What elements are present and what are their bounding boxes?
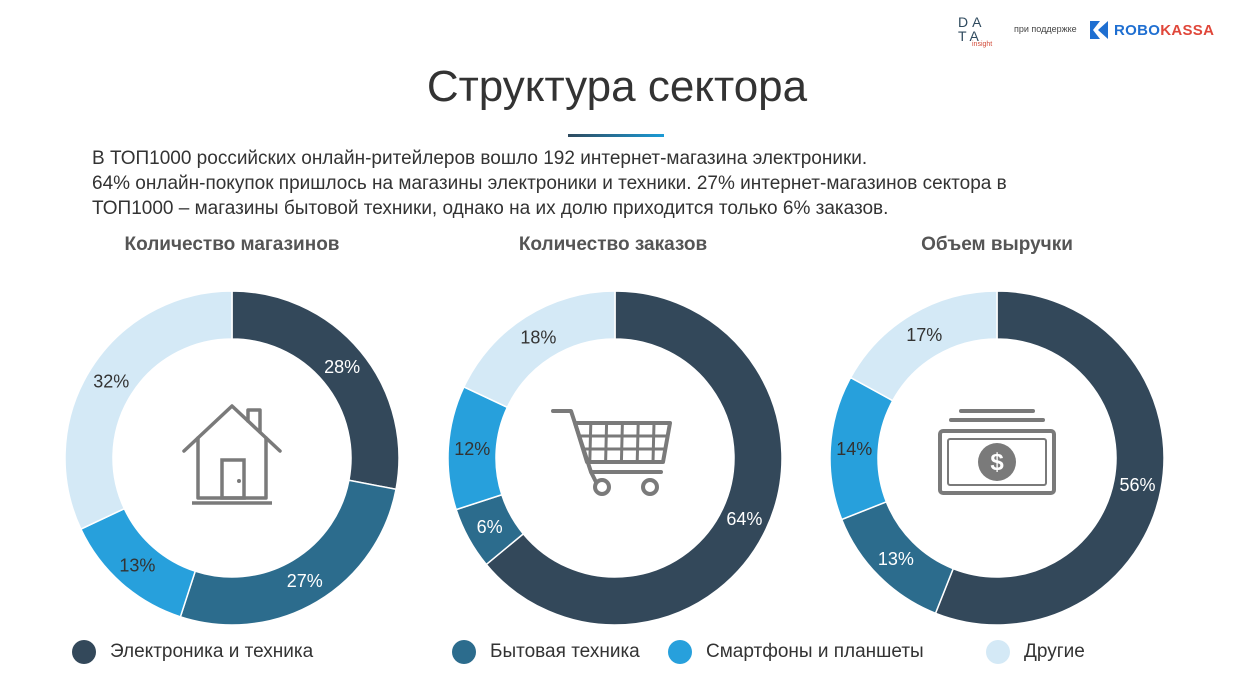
shopping-cart-icon [551, 409, 672, 496]
title-underline [568, 134, 664, 137]
legend-label: Смартфоны и планшеты [706, 641, 924, 662]
donut-slice [462, 290, 616, 409]
slice-label: 64% [726, 509, 762, 529]
legend-item-electronics: Электроника и техника [72, 638, 313, 666]
logo-line-2: TA [958, 28, 983, 44]
slice-label: 13% [878, 549, 914, 569]
donut-slice [934, 290, 1165, 626]
intro-line-2: 64% онлайн-покупок пришлось на магазины … [92, 173, 1007, 194]
chart-title: Объем выручки [921, 234, 1073, 255]
slice-label: 17% [906, 325, 942, 345]
legend-swatch [452, 640, 476, 664]
logo-line-1: DA [958, 14, 986, 30]
slice-label: 28% [324, 357, 360, 377]
page-title: Структура сектора [426, 62, 808, 111]
intro-text: В ТОП1000 российских онлайн-ритейлеров в… [92, 146, 1152, 221]
donut-slice [64, 290, 233, 531]
intro-line-3: ТОП1000 – магазины бытовой техники, одна… [92, 198, 889, 219]
legend-item-other: Другие [986, 638, 1085, 666]
svg-text:$: $ [990, 449, 1004, 476]
robokassa-logo: ROBOKASSA [1088, 18, 1214, 42]
intro-line-1: В ТОП1000 российских онлайн-ритейлеров в… [92, 148, 868, 169]
legend-swatch [986, 640, 1010, 664]
donut-slice [231, 290, 400, 491]
slice-label: 27% [287, 571, 323, 591]
support-text: при поддержке [1014, 24, 1077, 34]
legend-label: Электроника и техника [110, 641, 314, 662]
slice-label: 18% [520, 327, 556, 347]
legend-item-smartphones: Смартфоны и планшеты [668, 638, 924, 666]
robo-text: ROBO [1114, 21, 1161, 39]
slice-label: 12% [454, 439, 490, 459]
money-icon: $ [938, 409, 1056, 495]
legend-label: Другие [1024, 641, 1085, 662]
donut-chart-1: Количество магазинов 28% 27% 13% 32% [64, 234, 400, 626]
donut-slice [849, 290, 998, 402]
donut-slice [485, 290, 783, 626]
legend-swatch [668, 640, 692, 664]
chart-title: Количество заказов [519, 234, 707, 255]
slice-label: 56% [1119, 475, 1155, 495]
slice-label: 32% [93, 371, 129, 391]
house-icon [182, 404, 282, 505]
legend-swatch [72, 640, 96, 664]
robokassa-mark-icon [1090, 21, 1108, 39]
donut-chart-2: Количество заказов 64% 6% 12% 18% [447, 234, 783, 626]
datainsight-logo: DA TA insight [958, 14, 1004, 50]
legend-label: Бытовая техника [490, 641, 640, 662]
slice-label: 6% [477, 517, 503, 537]
chart-title: Количество магазинов [125, 234, 340, 255]
kassa-text: KASSA [1160, 21, 1215, 39]
donut-chart-3: Объем выручки 56% 13% 14% 17% $ [829, 234, 1165, 626]
slice-label: 13% [119, 555, 155, 575]
legend-item-appliances: Бытовая техника [452, 638, 640, 666]
slice-label: 14% [836, 439, 872, 459]
logo-sub: insight [972, 41, 993, 48]
